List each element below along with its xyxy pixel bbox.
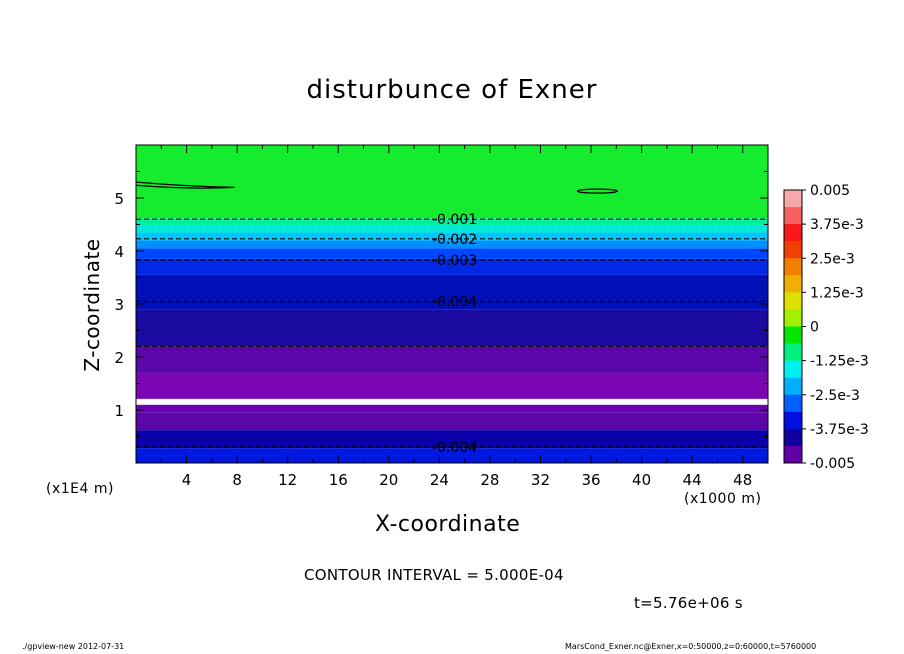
x-tick-label-10: 44: [683, 471, 702, 489]
colorbar-label-8: -0.005: [810, 456, 855, 472]
contour-label-0: -0.001: [432, 212, 477, 228]
colorbar-swatch-6: [784, 292, 802, 310]
y-tick-label-3: 4: [114, 243, 124, 261]
x-tick-label-0: 4: [182, 471, 192, 489]
colorbar-label-1: 3.75e-3: [810, 217, 864, 233]
colorbar-swatch-5: [784, 275, 802, 293]
colorbar-swatch-12: [784, 394, 802, 413]
contour-band-5: [136, 372, 768, 399]
footer-source: MarsCond_Exner.nc@Exner,x=0:50000,z=0:60…: [565, 642, 817, 651]
x-tick-label-2: 12: [278, 471, 297, 489]
x-axis-label: X-coordinate: [375, 512, 521, 537]
colorbar-swatch-2: [784, 224, 802, 242]
colorbar-swatch-11: [784, 377, 802, 396]
colorbar-label-2: 2.5e-3: [810, 251, 855, 267]
contour-label-1: -0.002: [432, 232, 477, 248]
contour-label-2: -0.003: [432, 253, 477, 269]
x-tick-label-5: 24: [430, 471, 449, 489]
colorbar-swatch-0: [784, 190, 802, 208]
colorbar-swatch-15: [784, 445, 802, 464]
contour-band-13: [136, 225, 768, 233]
contour-band-1: [136, 430, 768, 449]
colorbar-swatch-10: [784, 360, 802, 379]
colorbar-swatch-14: [784, 428, 802, 447]
y-tick-label-1: 2: [114, 349, 124, 367]
y-tick-label-2: 3: [114, 296, 124, 314]
contour-loop-right: [576, 188, 618, 194]
colorbar-label-5: -1.25e-3: [810, 354, 869, 370]
contour-band-6: [136, 346, 768, 373]
contour-label-5: -0.004: [432, 440, 477, 456]
contour-band-2: [136, 412, 768, 431]
x-tick-label-7: 32: [531, 471, 550, 489]
contour-band-11: [136, 240, 768, 249]
y-axis-unit-note: (x1E4 m): [46, 481, 114, 497]
contour-band-10: [136, 248, 768, 259]
colorbar-label-7: -3.75e-3: [810, 422, 869, 438]
x-tick-label-4: 20: [379, 471, 398, 489]
contour-band-3: [136, 404, 768, 413]
contour-band-0: [136, 448, 768, 463]
contour-band-14: [136, 218, 768, 226]
time-note: t=5.76e+06 s: [634, 594, 743, 612]
colorbar-label-4: 0: [810, 320, 819, 336]
contour-loop-left: [135, 181, 235, 189]
contour-band-8: [136, 274, 768, 310]
contour-band-12: [136, 232, 768, 241]
chart-title: disturbunce of Exner: [306, 75, 598, 105]
contour-band-15: [136, 145, 768, 219]
contour-band-4: [136, 398, 768, 405]
colorbar-swatch-13: [784, 411, 802, 430]
colorbar-label-0: 0.005: [810, 183, 850, 199]
colorbar-swatch-7: [784, 309, 802, 327]
colorbar-swatch-1: [784, 207, 802, 225]
x-tick-label-11: 48: [733, 471, 752, 489]
contour-interval-note: CONTOUR INTERVAL = 5.000E-04: [304, 566, 564, 584]
x-axis-unit-note: (x1000 m): [684, 491, 762, 507]
contour-label-3: -0.004: [432, 294, 477, 310]
colorbar-swatch-3: [784, 241, 802, 259]
colorbar-label-6: -2.5e-3: [810, 388, 860, 404]
x-tick-label-1: 8: [232, 471, 242, 489]
colorbar-swatch-9: [784, 343, 802, 362]
contour-band-7: [136, 309, 768, 347]
y-tick-label-0: 1: [114, 402, 124, 420]
x-tick-label-8: 36: [581, 471, 600, 489]
contour-band-9: [136, 258, 768, 275]
colorbar-swatch-8: [784, 326, 802, 345]
colorbar-swatch-4: [784, 258, 802, 276]
footer-program-date: ./gpview-new 2012-07-31: [22, 642, 125, 651]
x-tick-label-9: 40: [632, 471, 651, 489]
x-tick-label-6: 28: [480, 471, 499, 489]
colorbar-label-3: 1.25e-3: [810, 285, 864, 301]
y-tick-label-4: 5: [114, 190, 124, 208]
x-tick-label-3: 16: [329, 471, 348, 489]
